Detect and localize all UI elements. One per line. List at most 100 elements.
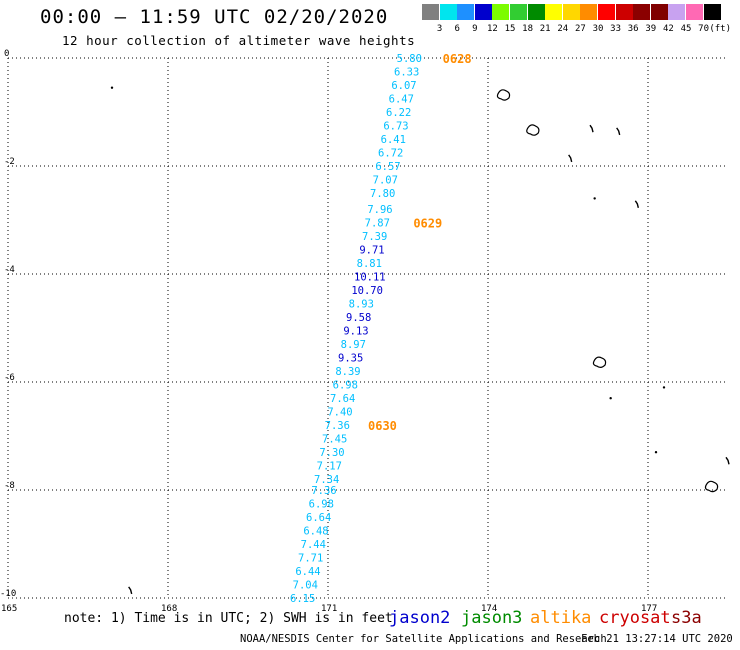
lon-tick-label: 168	[161, 604, 177, 614]
page-title: 00:00 – 11:59 UTC 02/20/2020	[40, 6, 389, 28]
swh-value: 7.36	[311, 485, 336, 497]
swh-value: 9.58	[346, 312, 371, 324]
swh-value: 7.17	[317, 461, 342, 473]
swh-value: 7.30	[319, 447, 344, 459]
swh-value: 10.11	[354, 272, 386, 284]
island-outline	[526, 124, 540, 136]
colorbar-label: 30	[592, 24, 604, 34]
lon-tick-label: 174	[481, 604, 497, 614]
swh-value: 7.40	[327, 407, 352, 419]
island-outline	[589, 124, 594, 133]
colorbar-label: 3	[436, 24, 443, 34]
colorbar-label: 45	[680, 24, 692, 34]
colorbar-swatch	[510, 4, 527, 20]
island-marker	[662, 386, 666, 389]
colorbar-swatch	[422, 4, 439, 20]
colorbar-label: 42	[662, 24, 674, 34]
swh-value: 6.48	[303, 526, 328, 538]
colorbar-swatch	[668, 4, 686, 20]
swh-value: 6.22	[386, 107, 411, 119]
colorbar-unit: (ft)	[709, 24, 732, 34]
swh-value: 7.87	[365, 218, 390, 230]
satellite-label-s3a: s3a	[671, 608, 702, 628]
island-marker	[609, 397, 612, 400]
lat-tick-label: -4	[4, 265, 15, 275]
footer-note: note: 1) Time is in UTC; 2) SWH is in fe…	[64, 611, 393, 626]
swh-value: 6.98	[333, 380, 358, 392]
swh-value: 7.36	[325, 420, 350, 432]
island-marker	[110, 86, 114, 89]
island-outline	[725, 456, 730, 465]
swh-value: 9.13	[343, 326, 368, 338]
island-outline	[128, 586, 133, 595]
colorbar-label: 12	[486, 24, 498, 34]
colorbar-label: 24	[557, 24, 569, 34]
colorbar-swatch	[650, 4, 668, 20]
generated-timestamp: Feb 21 13:27:14 UTC 2020	[581, 633, 733, 645]
colorbar-label: 9	[472, 24, 478, 34]
swh-value: 6.47	[389, 94, 414, 106]
colorbar-label: 39	[645, 24, 657, 34]
colorbar-label: 18	[522, 24, 534, 34]
lon-tick-label: 165	[1, 604, 17, 614]
swh-value: 7.39	[362, 231, 387, 243]
swh-value: 6.98	[309, 499, 334, 511]
colorbar-swatch	[598, 4, 615, 20]
swh-value: 7.07	[373, 175, 398, 187]
satellite-label-jason2: jason2	[389, 608, 451, 628]
colorbar-label: 36	[627, 24, 639, 34]
island-outline	[592, 356, 607, 368]
island-outline	[568, 154, 573, 163]
satellite-label-jason3: jason3	[461, 608, 523, 628]
satellite-label-altika: altika	[530, 608, 592, 628]
lon-tick-label: 177	[641, 604, 657, 614]
lon-tick-label: 171	[321, 604, 337, 614]
swh-value: 7.44	[301, 539, 326, 551]
swh-value: 5.80	[397, 53, 422, 65]
swh-value: 6.07	[391, 80, 416, 92]
colorbar-swatch	[457, 4, 475, 20]
colorbar-swatch	[686, 4, 703, 20]
swh-value: 8.97	[341, 339, 366, 351]
time-label: 0628	[443, 52, 472, 66]
swh-value: 9.35	[338, 353, 363, 365]
swh-value: 7.04	[293, 580, 318, 592]
island-marker	[654, 451, 658, 454]
colorbar-swatch	[580, 4, 598, 20]
colorbar-swatch	[545, 4, 563, 20]
colorbar-label: 33	[610, 24, 622, 34]
colorbar-label: 21	[539, 24, 551, 34]
island-outline	[496, 89, 511, 101]
swh-value: 10.70	[351, 285, 383, 297]
lat-tick-label: -8	[4, 481, 15, 491]
colorbar-label: 70	[698, 24, 710, 34]
swh-value: 6.72	[378, 148, 403, 160]
satellite-label-cryosat: cryosat	[599, 608, 671, 628]
colorbar-label: 27	[574, 24, 586, 34]
colorbar-swatch	[527, 4, 545, 20]
colorbar-label: 15	[504, 24, 516, 34]
swh-value: 6.15	[290, 593, 315, 605]
swh-value: 7.45	[322, 434, 347, 446]
island-outline	[704, 480, 719, 493]
colorbar-swatch	[633, 4, 651, 20]
swh-value: 6.57	[375, 161, 400, 173]
swh-value: 6.33	[394, 67, 419, 79]
swh-value: 6.64	[306, 512, 331, 524]
swh-value: 7.80	[370, 188, 395, 200]
colorbar-swatch	[562, 4, 580, 20]
time-label: 0630	[368, 419, 397, 433]
colorbar-swatch	[492, 4, 510, 20]
colorbar-swatch	[615, 4, 633, 20]
swh-value: 6.73	[383, 121, 408, 133]
swh-value: 9.71	[359, 245, 384, 257]
swh-value: 8.81	[357, 258, 382, 270]
credit-line: NOAA/NESDIS Center for Satellite Applica…	[240, 633, 607, 645]
swh-value: 7.64	[330, 393, 355, 405]
colorbar-label: 6	[454, 24, 460, 34]
lat-tick-label: 0	[4, 49, 9, 59]
lat-tick-label: -6	[4, 373, 15, 383]
swh-value: 8.93	[349, 299, 374, 311]
island-marker	[593, 197, 596, 200]
